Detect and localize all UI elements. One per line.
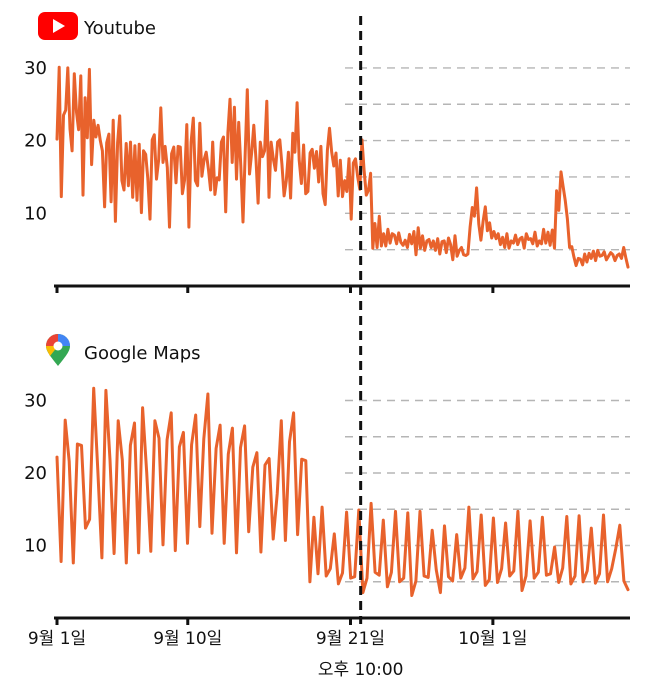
x-tick-marks	[55, 618, 495, 625]
grid-lines	[345, 399, 630, 583]
grid-lines	[345, 67, 630, 251]
y-tick-label: 10	[24, 203, 47, 224]
y-tick-labels: 10 20 30	[24, 391, 47, 557]
x-tick-label: 10월 1일	[458, 629, 527, 649]
series-line-google-maps	[55, 386, 630, 597]
x-tick-marks	[55, 286, 495, 293]
y-tick-label: 20	[24, 131, 47, 152]
x-tick-label: 9월 1일	[28, 629, 86, 649]
x-tick-label: 9월 21일	[316, 629, 385, 649]
x-tick-labels: 9월 1일 9월 10일 9월 21일 10월 1일	[28, 629, 528, 649]
y-tick-labels: 10 20 30	[24, 58, 47, 224]
google-maps-pin-icon	[46, 334, 70, 366]
y-tick-label: 30	[24, 58, 47, 79]
panel-google-maps: Google Maps 10 20 30	[24, 334, 630, 625]
panel-title-google-maps: Google Maps	[84, 343, 201, 364]
series-line-youtube	[55, 65, 630, 269]
panel-title-youtube: Youtube	[83, 18, 156, 39]
panel-youtube: Youtube 10 20 30	[24, 12, 630, 293]
youtube-logo-icon	[38, 12, 78, 40]
y-tick-label: 10	[24, 536, 47, 557]
y-tick-label: 30	[24, 391, 47, 412]
x-tick-label: 9월 10일	[153, 629, 222, 649]
y-tick-label: 20	[24, 463, 47, 484]
event-marker-label: 오후 10:00	[318, 660, 404, 680]
